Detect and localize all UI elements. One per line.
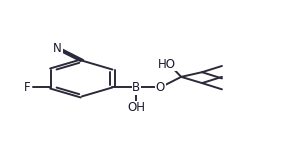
Text: B: B [132, 81, 140, 94]
Text: OH: OH [128, 101, 145, 114]
Text: F: F [24, 81, 30, 94]
Text: HO: HO [158, 58, 176, 71]
Text: N: N [53, 42, 62, 55]
Text: O: O [156, 81, 165, 94]
